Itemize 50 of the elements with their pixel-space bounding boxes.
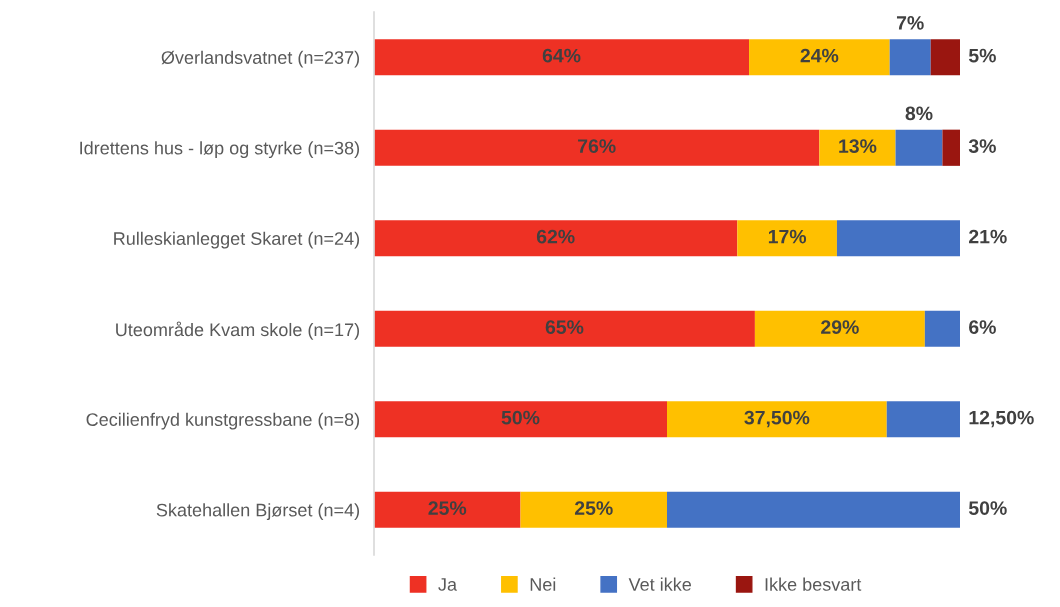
bar — [819, 129, 896, 166]
data-label: 76% — [578, 139, 616, 153]
data-label: 5% — [968, 48, 996, 63]
bar — [374, 39, 750, 76]
data-label: 6% — [969, 320, 996, 334]
y-tick-label: Cecilienfryd kunstgressbane (n=8) — [86, 412, 360, 430]
bar — [889, 39, 931, 76]
data-label: 7% — [896, 16, 924, 30]
data-label: 64% — [542, 48, 581, 63]
bar — [374, 310, 755, 347]
legend-label: Vet ikke — [628, 577, 691, 591]
y-tick-label: Uteområde Kvam skole (n=17) — [116, 321, 359, 340]
bar — [374, 491, 521, 528]
bar — [930, 39, 960, 76]
data-label: 25% — [574, 501, 613, 515]
data-label: 24% — [800, 48, 839, 63]
data-label: 21% — [969, 229, 1007, 244]
legend-label: Nei — [530, 577, 556, 591]
bar — [737, 220, 837, 257]
bar — [924, 310, 960, 347]
data-label: 50% — [501, 410, 540, 425]
y-tick-label: Idrettens hus - løp og styrke (n=38) — [80, 141, 360, 159]
bar — [886, 401, 960, 438]
data-label: 3% — [968, 139, 996, 153]
bar — [520, 491, 667, 528]
data-label: 37,50% — [744, 410, 810, 428]
data-label: 25% — [428, 501, 467, 515]
data-label: 12,50% — [969, 410, 1034, 428]
data-label: 13% — [839, 139, 877, 153]
bar — [749, 39, 890, 76]
bar — [667, 401, 887, 438]
data-label: 65% — [545, 320, 584, 334]
bar — [942, 129, 960, 166]
legend-label: Ikke besvart — [765, 577, 862, 591]
bar — [754, 310, 925, 347]
y-tick-label: Øverlandsvatnet (n=237) — [161, 50, 359, 68]
legend-label: Ja — [438, 578, 458, 591]
bar — [895, 129, 943, 166]
data-label: 62% — [536, 229, 575, 244]
y-tick-label: Rulleskianlegget Skaret (n=24) — [114, 231, 359, 249]
bar — [374, 129, 820, 166]
data-label: 17% — [768, 229, 807, 244]
data-label: 8% — [905, 106, 933, 121]
data-label: 50% — [968, 501, 1007, 515]
bar — [836, 220, 960, 257]
y-tick-label: Skatehallen Bjørset (n=4) — [156, 503, 359, 521]
bar — [374, 401, 667, 438]
bar — [374, 220, 738, 257]
data-label: 29% — [821, 320, 859, 334]
bar — [667, 491, 960, 528]
